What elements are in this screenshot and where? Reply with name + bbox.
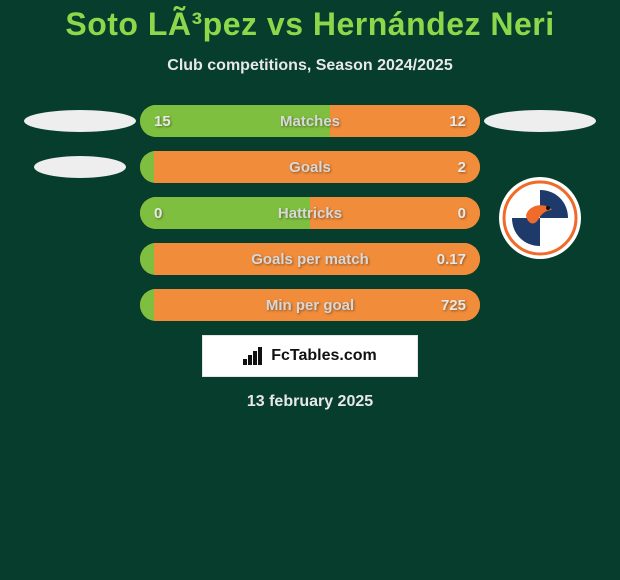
stat-right-value: 0.17	[437, 251, 466, 268]
right-team-badge	[498, 176, 582, 265]
page-title: Soto LÃ³pez vs Hernández Neri	[0, 0, 620, 43]
stat-right-value: 725	[441, 297, 466, 314]
stat-right-value: 12	[449, 113, 466, 130]
stat-bar-matches: 15 12 Matches	[140, 105, 480, 137]
left-team-placeholder-2	[34, 156, 126, 178]
left-side-slot	[20, 110, 140, 132]
bar-left-seg: 0	[140, 151, 154, 183]
left-team-placeholder-1	[24, 110, 136, 132]
bar-right-seg: 0.17	[154, 243, 480, 275]
site-logo-text: FcTables.com	[271, 347, 377, 365]
right-team-placeholder-1	[484, 110, 596, 132]
bar-right-seg: 0	[310, 197, 480, 229]
stat-right-value: 0	[458, 205, 466, 222]
left-side-slot	[20, 156, 140, 178]
bar-left-seg: 0	[140, 197, 310, 229]
bar-left-seg: 0	[140, 289, 154, 321]
bar-left-seg: 0	[140, 243, 154, 275]
stat-bar-goals: 0 2 Goals	[140, 151, 480, 183]
comparison-card: Soto LÃ³pez vs Hernández Neri Club compe…	[0, 0, 620, 580]
stat-row: 15 12 Matches	[0, 105, 620, 137]
stat-bar-hattricks: 0 0 Hattricks	[140, 197, 480, 229]
date-label: 13 february 2025	[0, 393, 620, 411]
barchart-icon	[243, 347, 265, 365]
bar-left-seg: 15	[140, 105, 330, 137]
stat-bar-mpg: 0 725 Min per goal	[140, 289, 480, 321]
stat-row: 0 725 Min per goal	[0, 289, 620, 321]
site-logo[interactable]: FcTables.com	[202, 335, 418, 377]
stat-left-value: 0	[154, 205, 162, 222]
bar-right-seg: 2	[154, 151, 480, 183]
bar-right-seg: 12	[330, 105, 480, 137]
subtitle: Club competitions, Season 2024/2025	[0, 57, 620, 75]
stat-bar-gpm: 0 0.17 Goals per match	[140, 243, 480, 275]
stat-right-value: 2	[458, 159, 466, 176]
right-side-slot	[480, 110, 600, 132]
stat-left-value: 15	[154, 113, 171, 130]
bar-right-seg: 725	[154, 289, 480, 321]
